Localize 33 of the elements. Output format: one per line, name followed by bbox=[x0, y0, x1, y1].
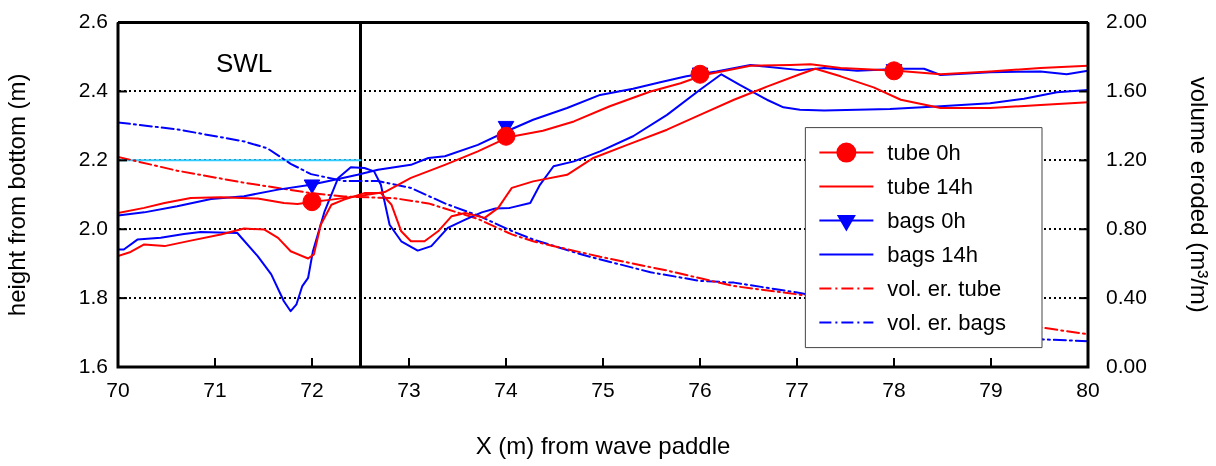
y2-tick-label: 0.80 bbox=[1106, 216, 1147, 240]
y2-tick-label: 1.20 bbox=[1106, 147, 1147, 171]
y-tick-label: 1.6 bbox=[78, 353, 108, 377]
legend-label: bags 0h bbox=[887, 207, 966, 233]
y-tick-label: 1.8 bbox=[78, 284, 108, 308]
y2-tick-label: 2.00 bbox=[1106, 9, 1147, 33]
y2-tick-label: 1.60 bbox=[1106, 78, 1147, 102]
legend-label: bags 14h bbox=[887, 241, 978, 267]
legend-label: vol. er. tube bbox=[887, 275, 1002, 301]
y2-axis-title: volume eroded (m³/m) bbox=[1185, 76, 1213, 313]
y-tick-label: 2.2 bbox=[78, 147, 108, 171]
legend-label: tube 14h bbox=[887, 173, 974, 199]
y-tick-label: 2.4 bbox=[78, 78, 109, 102]
x-tick-label: 72 bbox=[300, 378, 324, 402]
x-tick-label: 71 bbox=[203, 378, 227, 402]
x-tick-label: 80 bbox=[1076, 378, 1100, 402]
y-tick-label: 2.0 bbox=[78, 216, 108, 240]
x-tick-label: 74 bbox=[494, 378, 518, 402]
y-tick-label: 2.6 bbox=[78, 9, 108, 33]
x-tick-label: 78 bbox=[882, 378, 906, 402]
y2-tick-label: 0.00 bbox=[1106, 353, 1147, 377]
x-tick-label: 77 bbox=[785, 378, 809, 402]
x-tick-label: 79 bbox=[979, 378, 1003, 402]
x-tick-label: 73 bbox=[397, 378, 421, 402]
annotation: SWL bbox=[215, 47, 273, 78]
x-tick-label: 76 bbox=[688, 378, 712, 402]
legend-label: vol. er. bags bbox=[887, 309, 1007, 335]
y-axis-title: height from bottom (m) bbox=[3, 73, 31, 317]
x-tick-label: 75 bbox=[591, 378, 615, 402]
x-axis-title: X (m) from wave paddle bbox=[475, 432, 731, 460]
legend-label: tube 0h bbox=[887, 139, 961, 165]
x-tick-label: 70 bbox=[106, 378, 130, 402]
y2-tick-label: 0.40 bbox=[1106, 284, 1147, 308]
